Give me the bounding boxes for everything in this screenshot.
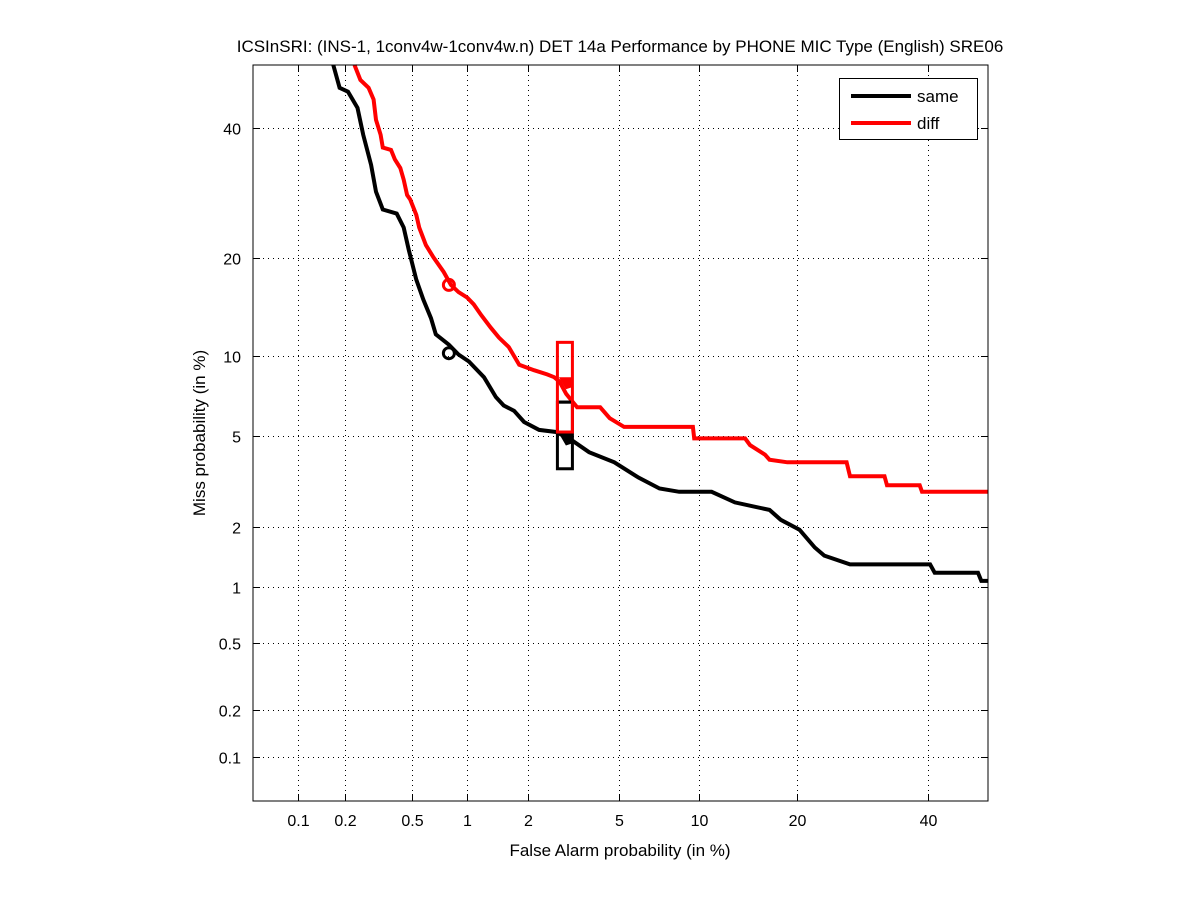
axes: 0.1 0.2 0.5 1 2 5 10 20 40 0.1 0.2 0.5 1 2 5 10 20 40 (219, 65, 988, 830)
x-tick-label: 10 (691, 813, 709, 830)
y-tick-label: 0.2 (219, 704, 241, 721)
plot-area (253, 65, 988, 801)
y-tick-label: 20 (223, 252, 241, 269)
legend-label-diff: diff (917, 114, 940, 133)
y-axis-label: Miss probability (in %) (190, 350, 209, 516)
markers-layer (441, 277, 574, 471)
chart-title: ICSInSRI: (INS-1, 1conv4w-1conv4w.n) DET… (237, 37, 1004, 56)
plot-border (252, 64, 989, 802)
actual-dcf-marker-diff (441, 277, 456, 292)
series-layer (331, 64, 988, 583)
legend-box (839, 78, 978, 140)
y-tick-label: 40 (223, 122, 241, 139)
min-dcf-marker-same (558, 433, 572, 446)
x-tick-label: 20 (789, 813, 807, 830)
x-tick-label: 0.2 (334, 813, 356, 830)
x-tick-label: 1 (463, 813, 472, 830)
series-line-same (331, 64, 988, 583)
x-tick-label: 40 (920, 813, 938, 830)
legend-label-same: same (917, 87, 959, 106)
x-tick-label: 0.5 (401, 813, 423, 830)
x-axis-label: False Alarm probability (in %) (509, 841, 730, 860)
x-tick-label: 2 (524, 813, 533, 830)
min-dcf-marker-diff (558, 377, 572, 390)
y-tick-label: 10 (223, 350, 241, 367)
x-tick-label: 5 (615, 813, 624, 830)
x-tick-label: 0.1 (287, 813, 309, 830)
y-tick-label: 5 (232, 430, 241, 447)
y-tick-label: 0.5 (219, 637, 241, 654)
series-line-diff (352, 64, 988, 494)
min-dcf-box-diff (555, 340, 574, 434)
y-tick-label: 0.1 (219, 751, 241, 768)
actual-dcf-marker-same (441, 346, 456, 361)
legend: same diff (839, 78, 978, 140)
y-tick-label: 2 (232, 521, 241, 538)
y-tick-label: 1 (232, 581, 241, 598)
